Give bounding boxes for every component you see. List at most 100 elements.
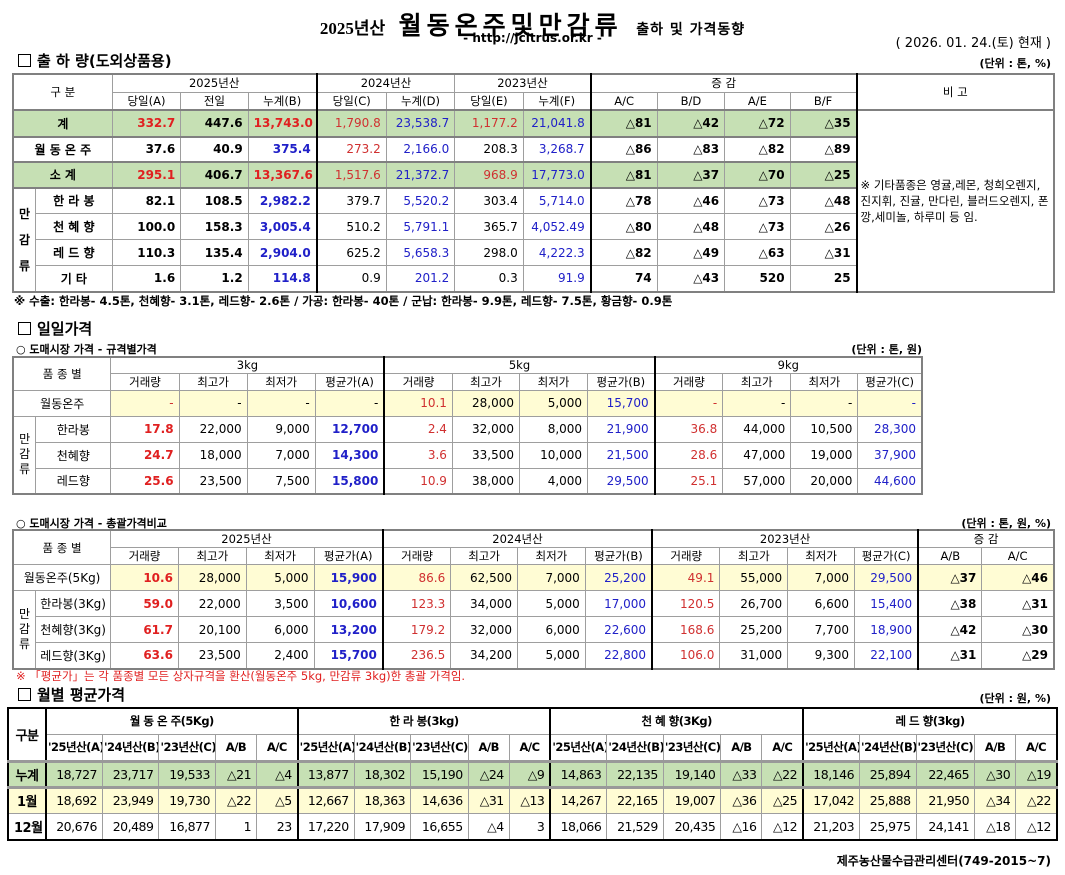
cell: 36.8 xyxy=(653,415,724,443)
row-label: 월동온주(5Kg) xyxy=(12,564,112,591)
cell: 12,667 xyxy=(296,786,355,814)
cell: 18,146 xyxy=(802,760,861,788)
remarks-header: 비 고 xyxy=(855,73,1055,110)
cell: △78 xyxy=(589,187,658,214)
row-label: 소 계 xyxy=(12,161,113,188)
cell: 24.7 xyxy=(110,441,180,469)
cell: 29,500 xyxy=(587,467,656,495)
col-group-label: 구 분 xyxy=(12,73,113,110)
col-header: '23년산(C) xyxy=(158,733,216,762)
spec-price-subtitle: ○ 도매시장 가격 - 규격별가격 xyxy=(16,343,157,356)
cell: △36 xyxy=(720,786,763,814)
cell: 38,000 xyxy=(451,467,520,495)
cell: 19,007 xyxy=(662,786,722,814)
cell: △19 xyxy=(1015,760,1058,788)
cell: 10,600 xyxy=(313,590,384,617)
cell: 61.7 xyxy=(110,616,179,643)
cell: 447.6 xyxy=(180,109,249,137)
col-header: A/B xyxy=(214,733,258,762)
cell: 120.5 xyxy=(651,590,721,617)
cell: 295.1 xyxy=(111,161,182,188)
cell: - xyxy=(857,389,923,417)
cell: 18,727 xyxy=(45,760,103,788)
size-group-header: 9kg xyxy=(653,356,923,374)
cell: 379.7 xyxy=(315,187,387,214)
source-footer: 제주농산물수급관리센터(749-2015~7) xyxy=(836,854,1051,868)
col-header: 최저가 xyxy=(518,372,589,391)
table-row: 월동온주(5Kg) 10.6 28,000 5,000 15,900 86.6 … xyxy=(12,564,1055,591)
cell: 406.7 xyxy=(180,161,249,188)
cell: 3,500 xyxy=(245,590,315,617)
checkbox-square-icon xyxy=(18,688,31,701)
cell: 332.7 xyxy=(111,109,182,137)
row-label: 1월 xyxy=(7,786,47,814)
cell: 3.6 xyxy=(383,441,453,469)
cell: 86.6 xyxy=(381,564,452,591)
title-year: 2025년산 xyxy=(319,19,386,38)
cell: △63 xyxy=(724,239,791,266)
col-group-label: 구분 xyxy=(7,707,47,762)
year-group-header: 2024년산 xyxy=(315,73,456,93)
cell: 6,000 xyxy=(245,616,315,643)
cell: 2,904.0 xyxy=(247,239,318,266)
col-header: A/B xyxy=(917,547,983,565)
cell: 4,052.49 xyxy=(522,213,592,240)
cell: 23,949 xyxy=(101,786,160,814)
year-group-header: 2024년산 xyxy=(381,529,653,548)
table-row: 월 동 온 주 37.6 40.9 375.4 273.2 2,166.0 20… xyxy=(12,136,1054,162)
cell: 168.6 xyxy=(651,616,721,643)
cell: △13 xyxy=(508,786,551,814)
cell: 15,700 xyxy=(313,642,384,669)
site-url[interactable]: - http://jcitrus.or.kr - xyxy=(463,31,602,45)
cell: 100.0 xyxy=(111,213,182,240)
cell: △26 xyxy=(789,213,858,240)
cell: △30 xyxy=(981,616,1055,643)
cell: 365.7 xyxy=(454,213,524,240)
col-header: 최고가 xyxy=(451,372,520,391)
total-price-unit: (단위 : 톤, 원, %) xyxy=(961,517,1051,530)
col-header: B/D xyxy=(656,91,726,110)
cell: 108.5 xyxy=(180,187,249,214)
year-group-header: 2025년산 xyxy=(111,73,318,93)
cell: 19,533 xyxy=(158,760,216,788)
cell: 15,900 xyxy=(313,564,384,591)
cell: △31 xyxy=(917,642,983,669)
cell: 21,950 xyxy=(915,786,976,814)
cell: 23,500 xyxy=(178,467,248,495)
cell: 3,268.7 xyxy=(522,136,592,162)
cell: 4,000 xyxy=(518,467,589,495)
row-label: 12월 xyxy=(7,812,47,841)
cell: 28,000 xyxy=(177,564,247,591)
col-header: A/C xyxy=(761,733,804,762)
cell: 15,400 xyxy=(853,590,919,617)
cell: 18,000 xyxy=(178,441,248,469)
cell: △82 xyxy=(724,136,791,162)
spec-price-unit: (단위 : 톤, 원) xyxy=(851,343,922,356)
col-header: 평균가(A) xyxy=(314,372,385,391)
cell: 1 xyxy=(214,812,258,841)
cell: △16 xyxy=(720,812,763,841)
cell: 123.3 xyxy=(381,590,452,617)
cell: 9,300 xyxy=(787,642,855,669)
cell: 1,177.2 xyxy=(454,109,524,137)
cell: 106.0 xyxy=(651,642,721,669)
col-group-label: 품 종 별 xyxy=(12,356,112,391)
cell: △42 xyxy=(656,109,726,137)
cell: △34 xyxy=(974,786,1017,814)
cell: 15,190 xyxy=(410,760,469,788)
col-header: 최저가 xyxy=(516,547,586,565)
cell: △70 xyxy=(724,161,791,188)
col-header: 최고가 xyxy=(722,372,792,391)
cell: 10,000 xyxy=(518,441,589,469)
col-header: 최저가 xyxy=(245,547,315,565)
cell: 5,000 xyxy=(245,564,315,591)
col-header: 거래량 xyxy=(651,547,721,565)
cell: △22 xyxy=(1015,786,1058,814)
cell: 23,717 xyxy=(101,760,160,788)
remarks-text: ※ 기타품종은 영귤,레몬, 청희오렌지, 진지휘, 진귤, 만다린, 블러드오… xyxy=(855,109,1055,292)
col-header: 누계(B) xyxy=(247,91,318,110)
cell: 520 xyxy=(724,265,791,292)
col-header: 거래량 xyxy=(110,372,180,391)
